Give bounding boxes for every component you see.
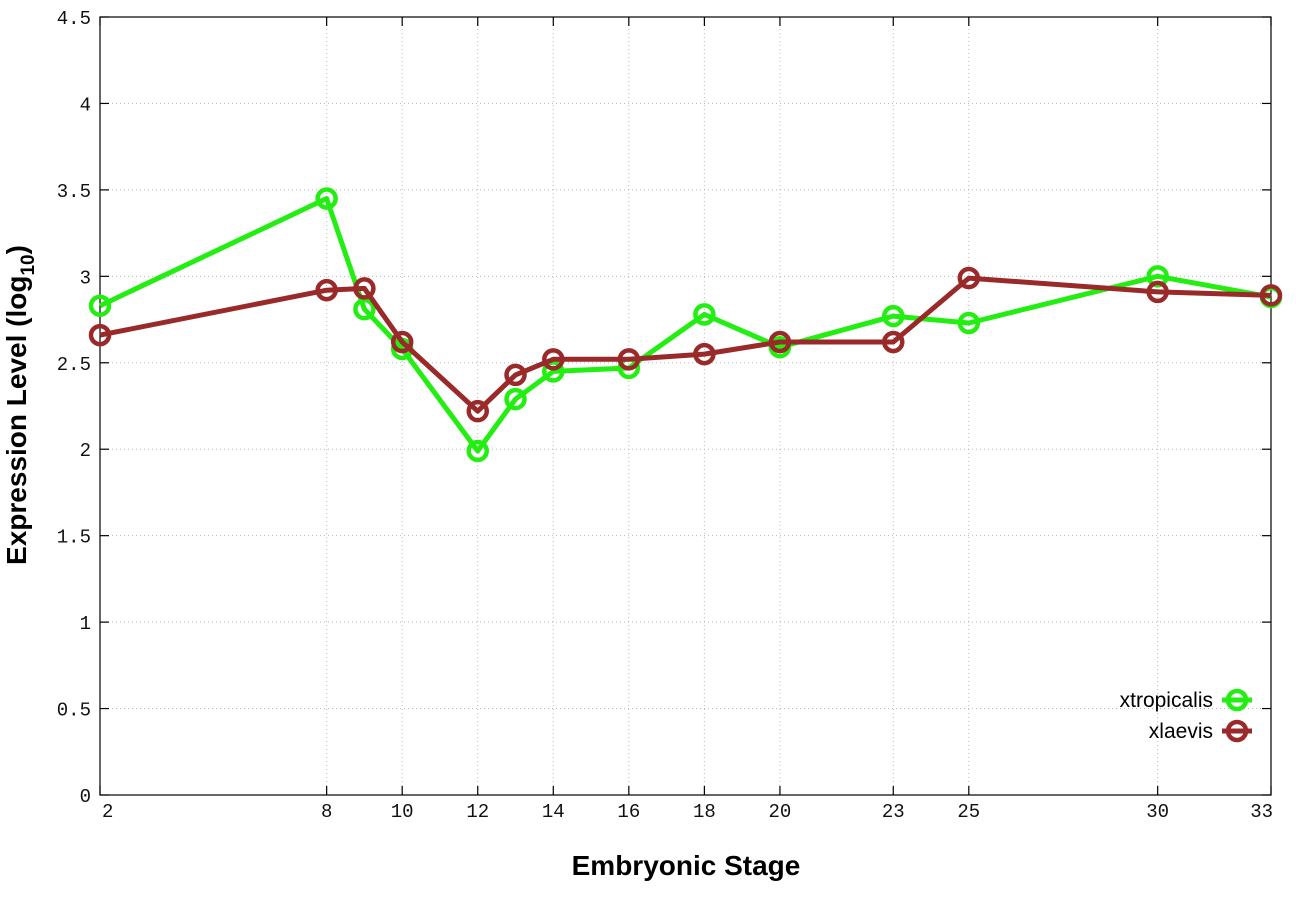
- legend-label: xtropicalis: [1120, 689, 1213, 712]
- axis-ticks: 0 0.5 1 1.5 2 2.5 3 3.5 4 4.5 2 8 10 12 14 16 18 20 23 25 30…: [57, 8, 1273, 823]
- y-tick-label: 3.5: [57, 181, 91, 203]
- y-tick-label: 0.5: [57, 700, 91, 722]
- y-tick-label: 2: [80, 440, 91, 462]
- data-point: [88, 323, 112, 347]
- data-point: [957, 266, 981, 290]
- data-point: [390, 330, 414, 354]
- data-point: [1146, 265, 1169, 288]
- data-point: [882, 330, 905, 354]
- data-point: [542, 348, 565, 371]
- y-tick-label: 1: [80, 613, 91, 635]
- y-tick-label: 4.5: [57, 8, 91, 30]
- data-point: [504, 387, 527, 411]
- y-tick-label: 4: [80, 94, 91, 116]
- data-point: [504, 363, 527, 387]
- data-point: [466, 399, 489, 423]
- data-point: [768, 330, 792, 354]
- x-tick-label: 20: [769, 801, 792, 823]
- legend-item-xlaevis: xlaevis: [1149, 719, 1252, 743]
- series-xtropicalis: [88, 187, 1283, 463]
- data-point: [353, 297, 376, 321]
- plot-area-frame: [99, 16, 1272, 796]
- y-axis-title-subscript: 10: [18, 254, 39, 275]
- x-axis-title: Embryonic Stage: [572, 850, 801, 881]
- series-line: [99, 275, 1272, 414]
- series-xlaevis: [88, 266, 1283, 423]
- x-tick-label: 25: [957, 801, 980, 823]
- y-tick-label: 1.5: [57, 527, 91, 549]
- y-tick-label: 0: [80, 786, 91, 808]
- grid-lines: [100, 17, 1271, 795]
- data-point: [88, 294, 112, 317]
- y-tick-label: 2.5: [57, 354, 91, 376]
- x-tick-label: 16: [617, 801, 640, 823]
- x-tick-label: 12: [466, 801, 489, 823]
- data-point: [466, 439, 489, 463]
- data-point: [693, 342, 716, 366]
- x-tick-label: 18: [693, 801, 716, 823]
- x-tick-label: 30: [1146, 801, 1169, 823]
- x-tick-label: 2: [102, 801, 113, 823]
- x-tick-label: 10: [391, 801, 414, 823]
- data-point: [617, 348, 641, 371]
- y-tick-label: 3: [80, 267, 91, 289]
- data-point: [353, 277, 376, 300]
- legend-swatch-marker: [1225, 719, 1249, 743]
- data-series: [88, 187, 1283, 463]
- y-axis-title-main: Expression Level (log: [1, 276, 32, 565]
- data-point: [542, 360, 565, 383]
- data-point: [957, 311, 981, 335]
- legend-item-xtropicalis: xtropicalis: [1120, 688, 1252, 712]
- x-tick-label: 23: [882, 801, 905, 823]
- y-axis-title: Expression Level (log10): [1, 245, 39, 565]
- legend: xtropicalis xlaevis: [1120, 688, 1252, 743]
- x-tick-label: 33: [1250, 801, 1273, 823]
- data-point: [693, 303, 716, 326]
- series-line: [98, 196, 1272, 454]
- data-point: [315, 187, 338, 210]
- legend-swatch-marker: [1225, 688, 1249, 712]
- legend-label: xlaevis: [1149, 720, 1213, 743]
- data-point: [882, 304, 905, 328]
- x-tick-label: 14: [542, 801, 565, 823]
- data-point: [315, 278, 338, 302]
- data-point: [1146, 280, 1169, 304]
- data-point: [1259, 284, 1283, 307]
- y-axis-title-suffix: ): [1, 245, 32, 254]
- x-tick-label: 8: [321, 801, 332, 823]
